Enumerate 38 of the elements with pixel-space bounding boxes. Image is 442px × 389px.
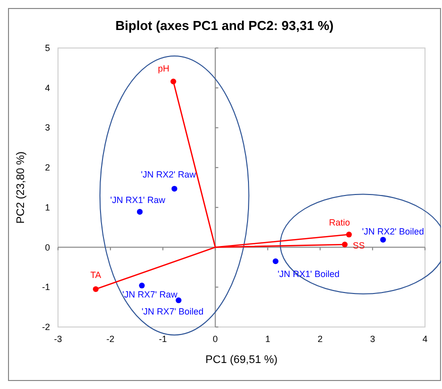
x-tick-label: 0 <box>212 334 218 344</box>
x-tick-label: 1 <box>265 334 270 344</box>
y-tick-label: 3 <box>44 122 50 133</box>
point <box>136 208 143 215</box>
x-tick-label: 3 <box>370 334 376 344</box>
x-tick-label: -1 <box>158 334 167 344</box>
annotation: SS <box>352 240 365 250</box>
annotation: 'JN RX7' Raw <box>122 290 178 300</box>
y-tick-label: 0 <box>44 242 50 252</box>
y-tick-label: 4 <box>44 82 50 93</box>
point <box>92 286 99 292</box>
y-tick-label: 1 <box>44 202 50 212</box>
point <box>346 232 352 238</box>
x-tick-label: 2 <box>318 334 323 344</box>
point <box>342 242 348 248</box>
x-tick-label: 4 <box>422 334 428 344</box>
point <box>380 236 386 243</box>
x-tick-label: -3 <box>54 334 62 344</box>
point <box>272 258 278 264</box>
y-tick-label: -2 <box>42 322 50 332</box>
annotation: 'JN RX2' Raw <box>140 170 196 180</box>
point <box>170 78 176 84</box>
annotation: 'JN RX1' Raw <box>110 194 166 205</box>
annotation: pH <box>158 63 170 74</box>
chart-title: Biplot (axes PC1 and PC2: 93,31 %) <box>115 18 334 33</box>
x-tick-label: -2 <box>106 334 114 344</box>
annotation: 'JN RX7' Boiled <box>142 306 204 316</box>
point <box>172 186 178 192</box>
x-axis-title: PC1 (69,51 %) <box>205 354 278 366</box>
y-axis-title: PC2 (23,80 %) <box>15 151 27 224</box>
point <box>176 297 182 304</box>
point <box>139 282 145 288</box>
y-tick-label: 2 <box>44 162 50 173</box>
annotation: Ratio <box>328 218 350 228</box>
annotation: 'JN RX2' Boiled <box>362 226 424 237</box>
y-tick-label: -1 <box>42 282 50 292</box>
y-tick-label: 5 <box>44 43 50 53</box>
annotation: TA <box>90 270 102 280</box>
